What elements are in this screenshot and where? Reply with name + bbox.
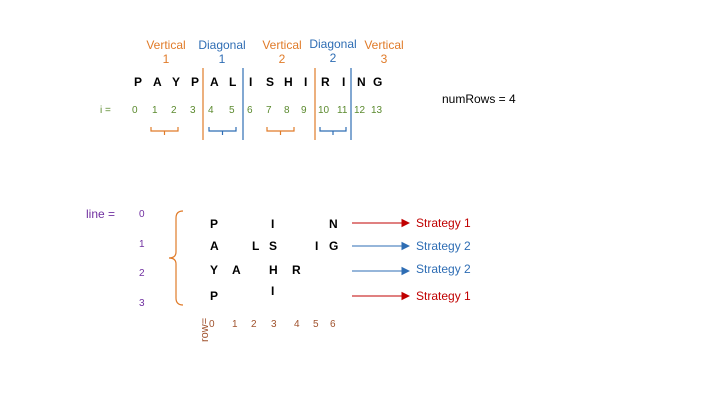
row-index: 6: [330, 319, 336, 330]
string-letter: L: [229, 75, 237, 89]
grid-letter: G: [329, 239, 339, 253]
row-index: 4: [294, 319, 300, 330]
string-letter: Y: [172, 75, 181, 89]
segment-number: 2: [329, 51, 337, 65]
group-brace: [319, 127, 347, 135]
grid-letter: A: [232, 263, 241, 277]
row-index: 2: [251, 319, 257, 330]
grid-letter: P: [210, 217, 219, 231]
grid-letter: L: [252, 239, 260, 253]
row-index: 1: [232, 319, 238, 330]
string-letter: N: [357, 75, 366, 89]
i-label: i =: [100, 105, 111, 116]
string-letter: P: [134, 75, 143, 89]
grid-letter: R: [292, 263, 301, 277]
i-index: 13: [371, 105, 383, 116]
group-brace: [150, 127, 179, 135]
i-index: 0: [132, 105, 138, 116]
segment-vertical-2: Vertical 2: [252, 38, 312, 66]
row-index: 5: [313, 319, 319, 330]
string-letter: R: [321, 75, 330, 89]
strategy-label: Strategy 2: [416, 239, 471, 253]
segment-label: Vertical: [146, 38, 186, 52]
segment-label: Vertical: [364, 38, 404, 52]
i-index: 10: [318, 105, 330, 116]
grid-letter: I: [315, 239, 319, 253]
segment-label: Vertical: [262, 38, 302, 52]
i-index: 3: [190, 105, 196, 116]
segment-vertical-3: Vertical 3: [354, 38, 414, 66]
segment-number: 2: [278, 52, 286, 66]
i-index: 8: [284, 105, 290, 116]
i-index: 9: [301, 105, 307, 116]
string-letter: I: [342, 75, 346, 89]
string-letter: A: [153, 75, 162, 89]
segment-label: Diagonal: [309, 37, 357, 51]
grid-letter: I: [271, 284, 275, 298]
strategy-label: Strategy 2: [416, 262, 471, 276]
line-index: 0: [139, 209, 145, 220]
string-letter: S: [266, 75, 275, 89]
segment-number: 3: [380, 52, 388, 66]
line-index: 2: [139, 268, 145, 279]
row-index: 0: [209, 319, 215, 330]
grid-letter: P: [210, 289, 219, 303]
row-index: 3: [271, 319, 277, 330]
grid-letter: N: [329, 217, 338, 231]
group-brace: [208, 127, 237, 135]
i-index: 12: [354, 105, 366, 116]
line-label: line =: [86, 207, 116, 221]
i-index: 6: [247, 105, 253, 116]
string-letter: I: [249, 75, 253, 89]
segment-label: Diagonal: [198, 38, 246, 52]
segment-vertical-1: Vertical 1: [136, 38, 196, 66]
grid-letter: I: [271, 217, 275, 231]
group-brace: [266, 127, 295, 135]
i-index: 7: [266, 105, 272, 116]
i-index: 5: [229, 105, 235, 116]
string-letter: P: [191, 75, 200, 89]
segment-number: 1: [162, 52, 170, 66]
grid-letter: H: [269, 263, 278, 277]
num-rows-label: numRows = 4: [442, 92, 516, 106]
grid-letter: Y: [210, 263, 219, 277]
segment-number: 1: [218, 52, 226, 66]
i-index: 2: [171, 105, 177, 116]
segment-diagonal-2: Diagonal 2: [303, 37, 363, 65]
string-letter: G: [373, 75, 383, 89]
strategy-label: Strategy 1: [416, 289, 471, 303]
segment-diagonal-1: Diagonal 1: [192, 38, 252, 66]
string-letter: H: [284, 75, 293, 89]
grid-letter: A: [210, 239, 219, 253]
rows-brace: [168, 210, 184, 306]
strategy-label: Strategy 1: [416, 216, 471, 230]
i-index: 11: [337, 105, 348, 116]
line-index: 1: [139, 239, 145, 250]
line-index: 3: [139, 298, 145, 309]
i-index: 4: [208, 105, 214, 116]
string-letter: I: [304, 75, 308, 89]
grid-letter: S: [269, 239, 278, 253]
string-letter: A: [210, 75, 219, 89]
i-index: 1: [152, 105, 158, 116]
